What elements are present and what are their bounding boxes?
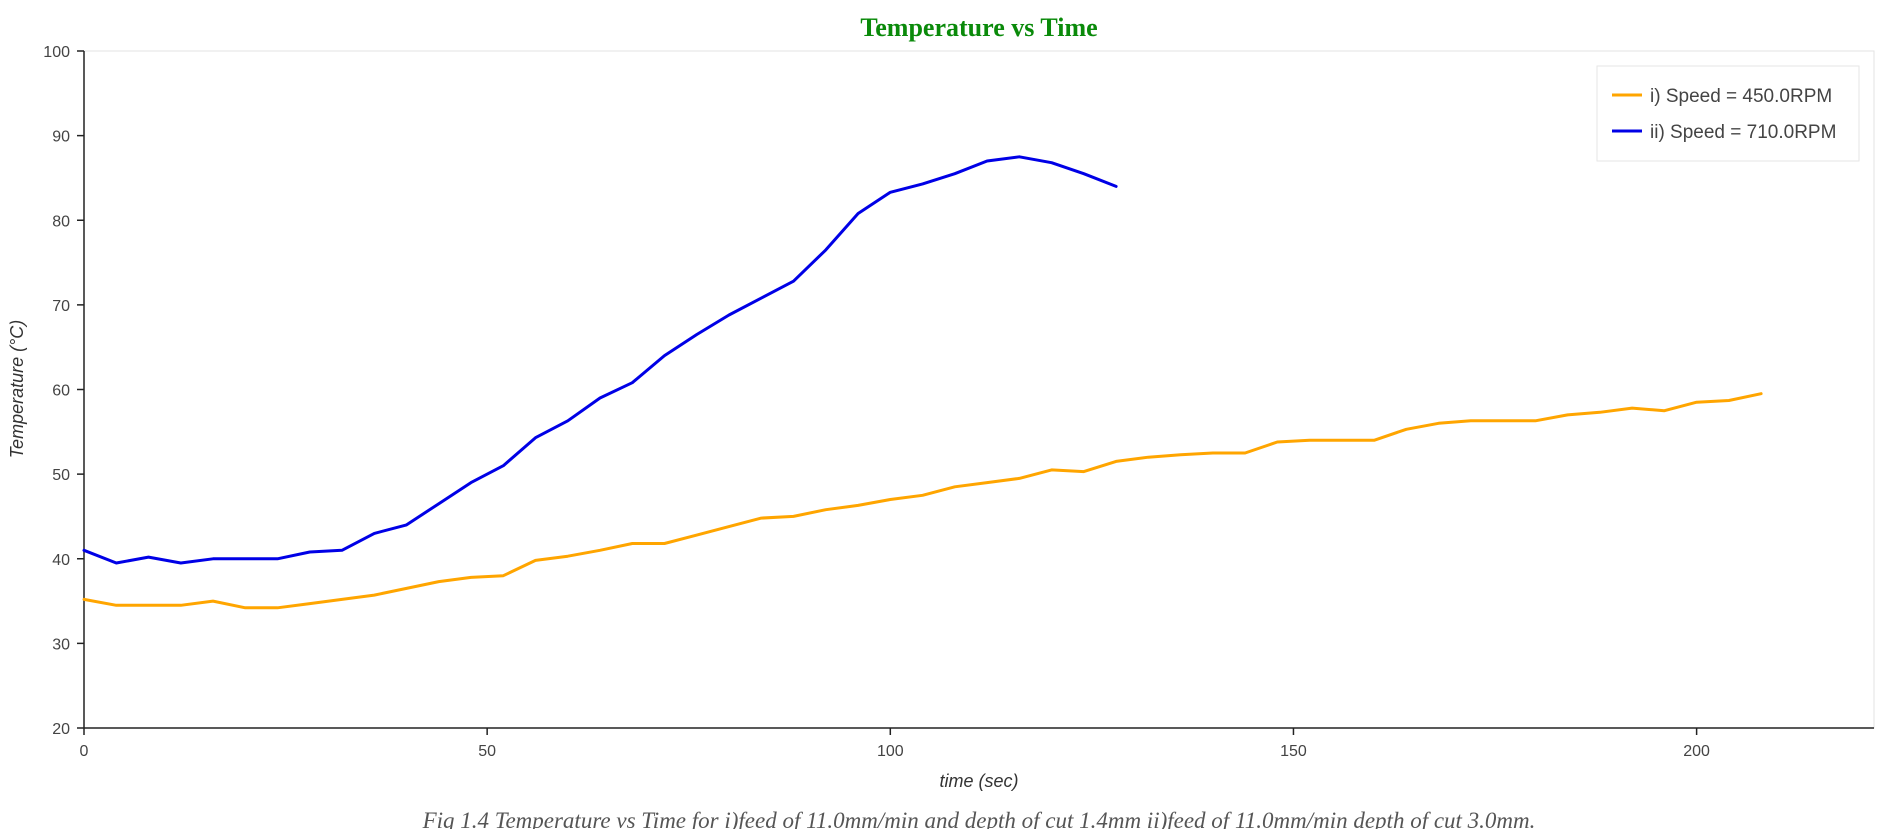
figure-caption: Fig 1.4 Temperature vs Time for i)feed o… xyxy=(422,808,1536,829)
legend-box xyxy=(1596,65,1860,162)
y-axis-label: Temperature (°C) xyxy=(7,320,27,459)
x-axis-ticks: 0 50 100 150 200 xyxy=(80,728,1710,760)
x-tick-label: 0 xyxy=(80,743,89,760)
y-tick-label: 90 xyxy=(52,129,70,146)
legend-label-speed-450: i) Speed = 450.0RPM xyxy=(1650,86,1832,107)
y-tick-label: 30 xyxy=(52,636,70,653)
y-tick-label: 60 xyxy=(52,383,70,400)
y-axis-ticks: 20 30 40 50 60 70 80 90 100 xyxy=(43,44,84,738)
x-tick-label: 200 xyxy=(1683,743,1710,760)
y-tick-label: 70 xyxy=(52,298,70,315)
y-tick-label: 20 xyxy=(52,721,70,738)
series-layer xyxy=(82,155,1763,610)
y-tick-label: 100 xyxy=(43,44,70,61)
x-tick-label: 50 xyxy=(478,743,496,760)
x-tick-label: 100 xyxy=(877,743,904,760)
x-axis-label: time (sec) xyxy=(939,771,1018,791)
y-tick-label: 80 xyxy=(52,213,70,230)
legend-label-speed-710: ii) Speed = 710.0RPM xyxy=(1650,122,1836,143)
legend: i) Speed = 450.0RPM ii) Speed = 710.0RPM xyxy=(1596,65,1860,162)
y-tick-label: 40 xyxy=(52,552,70,569)
series-line-speed-450 xyxy=(82,392,1763,610)
x-tick-label: 150 xyxy=(1280,743,1307,760)
chart-title: Temperature vs Time xyxy=(860,13,1097,42)
y-tick-label: 50 xyxy=(52,467,70,484)
series-line-speed-710 xyxy=(82,155,1118,565)
